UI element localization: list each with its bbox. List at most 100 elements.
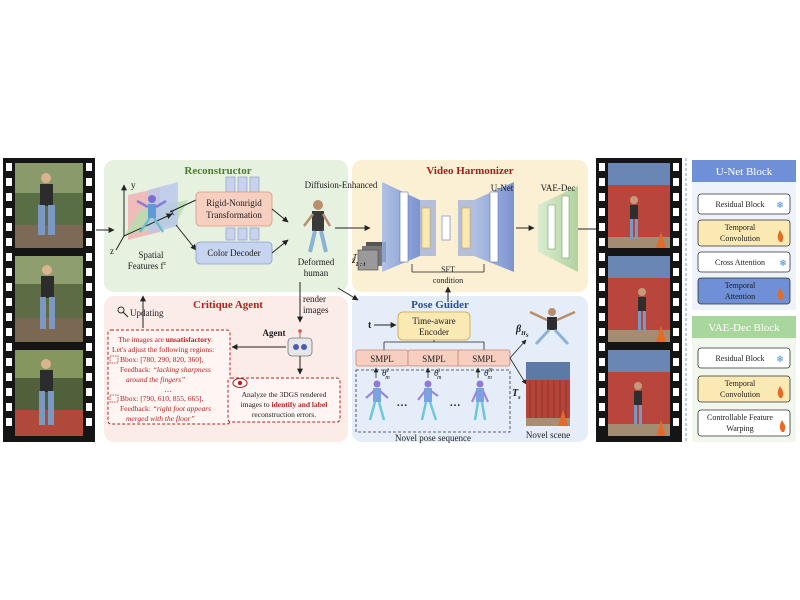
render-images-label-2: images xyxy=(303,305,329,315)
legend-temporal-attention-label: Temporal xyxy=(725,281,756,290)
spatial-features-label: Spatial xyxy=(139,250,164,260)
input-frame-3 xyxy=(15,350,83,436)
deformed-human-label-2: human xyxy=(304,268,329,278)
flame-icon-2 xyxy=(777,288,784,300)
input-frame-1 xyxy=(15,163,83,248)
pose-dots-2: … xyxy=(450,397,461,409)
analyze-line-3: reconstruction errors. xyxy=(252,410,316,419)
gaussian-human xyxy=(136,195,167,233)
axis-y-label: y xyxy=(131,180,136,190)
unet-legend-header xyxy=(692,160,796,182)
flame-icon-3 xyxy=(777,386,784,398)
snowflake-icon: ❄ xyxy=(776,200,784,210)
sft-label-2: condition xyxy=(433,276,463,285)
eye-icon-front xyxy=(232,377,248,389)
flame-icon-4 xyxy=(779,420,786,432)
diffusion-enhanced-label: Diffusion-Enhanced xyxy=(305,180,378,190)
ts-label: Ts xyxy=(512,388,521,401)
feedback-2b: merged with the floor” xyxy=(126,414,195,423)
axis-x-label: x xyxy=(170,207,175,217)
transform-label-2: Transformation xyxy=(206,210,262,220)
legend-vae-residual-label: Residual Block xyxy=(715,354,764,363)
wrench-icon xyxy=(117,306,129,318)
input-frame-2 xyxy=(15,256,83,342)
smpl-label-2: SMPL xyxy=(422,354,446,364)
legend-vae-residual xyxy=(697,347,791,369)
feedback-box xyxy=(107,329,231,425)
encoder-label: Time-aware xyxy=(412,316,455,326)
snowflake-icon-2: ❄ xyxy=(779,258,787,268)
unet-legend-title: U-Net Block xyxy=(716,166,773,178)
t-input-label: t xyxy=(368,320,372,331)
bbox-1: Bbox: [780, 290, 820, 360], xyxy=(120,355,203,364)
updating-label: Updating xyxy=(130,308,164,318)
spatial-axes xyxy=(115,182,188,251)
vae-legend-header xyxy=(692,316,796,338)
vae-decoder-shape xyxy=(538,186,578,272)
deformed-human-label: Deformed xyxy=(298,257,335,267)
theta-N: θN m xyxy=(484,368,493,381)
bbox-2: Bbox: [790, 610, 855, 665], xyxy=(120,394,203,403)
legend-cross-attention-label: Cross Attention xyxy=(715,258,765,267)
smpl-label-1: SMPL xyxy=(370,354,394,364)
novel-scene-image xyxy=(526,362,570,426)
color-decoder-label: Color Decoder xyxy=(207,248,260,258)
feedback-2: Feedback: “right foot appears xyxy=(120,404,211,413)
axis-z-label: z xyxy=(110,246,114,256)
legend-temporal-attention xyxy=(697,277,791,305)
legend-controllable-warping-label-2: Warping xyxy=(726,424,753,433)
legend-temporal-conv xyxy=(697,219,791,247)
transform-label: Rigid-Nonrigid xyxy=(206,198,262,208)
legend-vae-temporal-conv-label: Temporal xyxy=(725,379,756,388)
analyze-line-1: Analyze the 3DGS rendered xyxy=(242,390,327,399)
input-film-strip xyxy=(3,158,95,442)
feedback-line-2: Let's adjust the following regions: xyxy=(112,345,214,354)
analyze-box xyxy=(227,377,341,423)
star-pose-figure xyxy=(529,308,576,346)
smpl-label-3: SMPL xyxy=(472,354,496,364)
bbox-icon-1 xyxy=(109,355,119,364)
latent-stack xyxy=(357,242,386,271)
pose-dots-1: … xyxy=(397,397,408,409)
legend-cross-attention xyxy=(697,251,791,273)
sft-label: SFT xyxy=(441,265,455,274)
feedback-1b: around the fingers” xyxy=(126,375,185,384)
legend-temporal-attention-label-2: Attention xyxy=(725,292,755,301)
bbox-icon-2 xyxy=(109,394,119,403)
legend-vae-temporal-conv xyxy=(697,375,791,403)
unet-label: U-Net xyxy=(491,183,514,193)
unet-shape xyxy=(382,182,514,272)
harmonizer-title: Video Harmonizer xyxy=(426,165,513,177)
legend-temporal-conv-label: Temporal xyxy=(725,223,756,232)
feedback-1: Feedback: “lacking sharpness xyxy=(120,365,211,374)
output-frame-1 xyxy=(608,163,670,248)
analyze-line-2: images to identify and label xyxy=(241,400,328,409)
feedback-ellipsis: … xyxy=(164,385,172,394)
novel-pose-label: Novel pose sequence xyxy=(395,433,471,443)
legend-vae-temporal-conv-label-2: Convolution xyxy=(720,390,760,399)
pose-guider-title: Pose Guider xyxy=(411,299,469,311)
flame-icon xyxy=(777,230,784,242)
beta-label: βHS xyxy=(515,324,529,339)
critique-title: Critique Agent xyxy=(193,299,263,311)
vae-legend-title: VAE-Dec Block xyxy=(708,322,780,334)
pose-figures xyxy=(365,380,490,421)
pose-sequence-box xyxy=(355,369,511,433)
output-frame-3 xyxy=(608,350,670,436)
legend-controllable-warping-label: Controllable Feature xyxy=(707,413,773,422)
agent-label: Agent xyxy=(263,328,286,338)
snowflake-icon-3: ❄ xyxy=(776,354,784,364)
feedback-line-1: The images are unsatisfactory. xyxy=(118,335,213,344)
robot-icon xyxy=(287,329,313,357)
encoder-label-2: Encoder xyxy=(419,327,449,337)
legend-controllable-warping xyxy=(697,409,791,437)
latent-label: z1 : tT xyxy=(351,254,366,268)
legend-temporal-conv-label-2: Convolution xyxy=(720,234,760,243)
reconstructor-title: Reconstructor xyxy=(184,165,251,177)
mlp-stack xyxy=(225,176,260,241)
output-film-strip xyxy=(596,158,682,442)
theta-1: θ1 m xyxy=(382,368,390,381)
render-images-label: render xyxy=(303,294,326,304)
output-frame-2 xyxy=(608,256,670,342)
novel-scene-label: Novel scene xyxy=(526,430,570,440)
